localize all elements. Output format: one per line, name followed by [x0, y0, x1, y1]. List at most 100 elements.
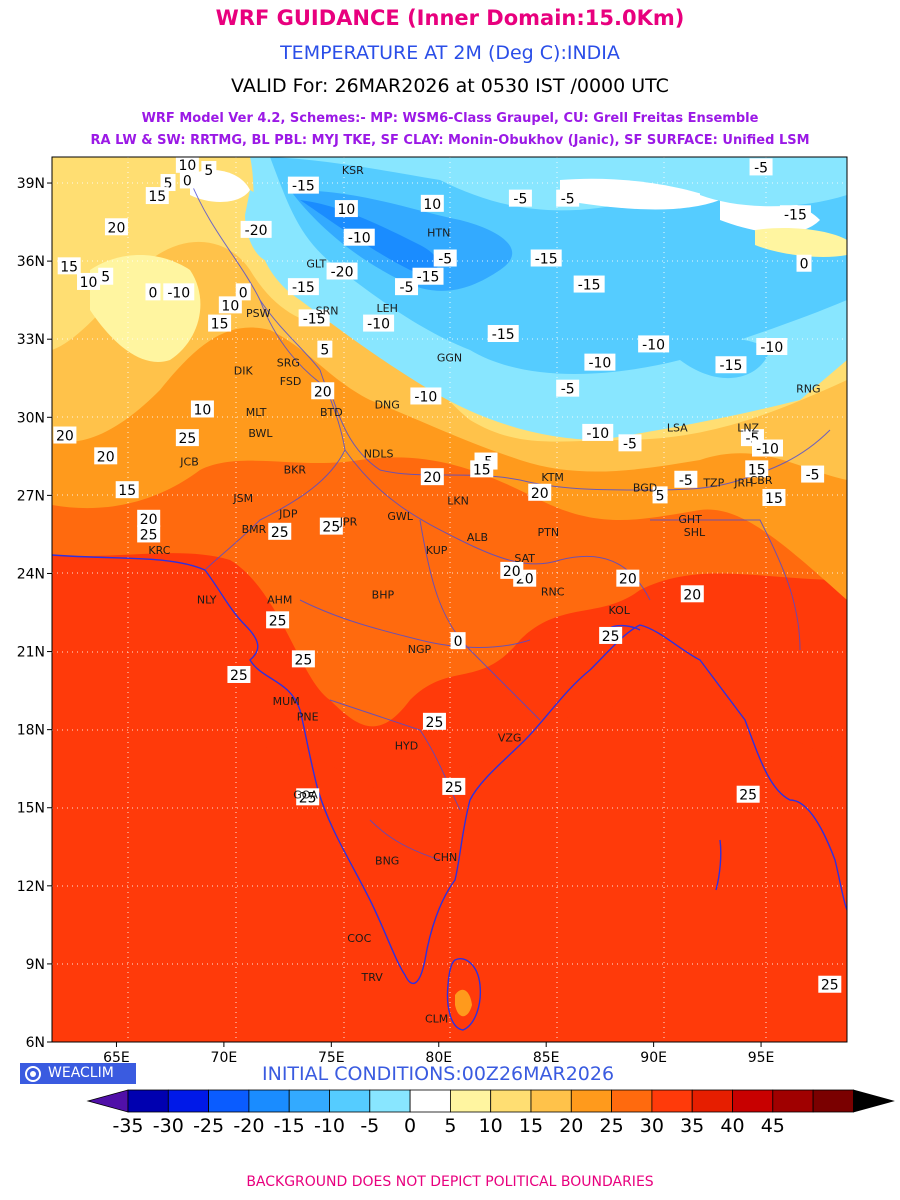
contour-label-text: -5: [438, 252, 452, 268]
contour-label: 0: [450, 632, 466, 650]
contour-label: 10: [420, 194, 444, 213]
contour-label-text: 15: [765, 491, 783, 507]
contour-label: -15: [530, 249, 562, 268]
contour-label: -5: [618, 434, 642, 452]
contour-label-box: [363, 314, 395, 332]
city-label: KSR: [342, 164, 364, 177]
legend-swatch: [732, 1089, 774, 1113]
contour-label-box: [745, 460, 769, 478]
contour-label: -20: [240, 220, 272, 239]
lat-tick-label: 6N: [26, 1035, 45, 1051]
legend-tick-label: 20: [559, 1115, 583, 1137]
city-label: COC: [347, 932, 371, 945]
city-label: LKN: [447, 495, 469, 508]
contour-label-text: 25: [140, 527, 158, 543]
city-label: RNC: [541, 586, 565, 599]
contour-label-text: 25: [294, 652, 312, 668]
contour-label-text: 10: [337, 202, 355, 218]
city-label: BNG: [375, 855, 399, 868]
contour-label-text: 15: [60, 259, 78, 275]
contour-label-box: [618, 434, 642, 452]
contour-label-box: [508, 189, 532, 207]
legend-swatch: [651, 1089, 693, 1113]
city-label: PNE: [297, 711, 319, 724]
contour-label: 25: [227, 665, 251, 684]
contour-label-box: [749, 158, 773, 176]
city-label: BHP: [372, 588, 395, 601]
lon-tick-label: 90E: [640, 1050, 667, 1066]
legend-tick-label: -30: [153, 1115, 184, 1137]
city-label: BKR: [284, 463, 307, 476]
contour-label-box: [410, 387, 442, 405]
initial-conditions: INITIAL CONDITIONS:00Z26MAR2026: [262, 1063, 615, 1085]
contour-label: -10: [343, 228, 375, 247]
model-schemes-line-1: WRF Model Ver 4.2, Schemes:- MP: WSM6-Cl…: [141, 111, 759, 126]
city-label: BGD: [633, 482, 657, 495]
legend-swatch: [490, 1089, 532, 1113]
contour-label-box: [752, 439, 783, 457]
contour-label: -5: [556, 189, 580, 208]
city-label: LSA: [667, 422, 688, 435]
contour-label: -15: [287, 278, 319, 296]
contour-label-text: 0: [183, 173, 192, 189]
contour-label: 10: [218, 296, 242, 314]
legend-swatch: [167, 1089, 210, 1113]
contour-label: -10: [756, 338, 788, 356]
city-label: JRH: [733, 476, 753, 489]
contour-label-text: -10: [756, 442, 779, 458]
contour-label: -10: [584, 353, 616, 372]
contour-label-text: -15: [578, 278, 601, 294]
contour-label: 25: [175, 429, 199, 447]
contour-label-box: [266, 611, 290, 629]
contour-label: 25: [291, 650, 315, 668]
city-label: NLY: [197, 594, 217, 607]
contour-label: 20: [53, 426, 77, 445]
city-label: PSW: [246, 307, 271, 320]
contour-label-box: [235, 283, 251, 301]
weaclim-logo: WEACLIM: [20, 1063, 136, 1084]
legend-tick-label: 30: [640, 1115, 664, 1137]
contour-label-box: [779, 205, 811, 223]
contour-label-text: 5: [101, 270, 110, 286]
contour-label: 25: [266, 611, 290, 629]
contour-label-text: 25: [269, 613, 287, 629]
contour-label-box: [190, 400, 214, 418]
city-label: DIK: [234, 364, 254, 377]
contour-label: 25: [296, 788, 320, 806]
contour-label-box: [652, 486, 668, 504]
contour-label: 15: [115, 481, 139, 499]
contour-label: 25: [599, 626, 623, 645]
color-legend: -35 -30 -25 -20 -15 -10 -5 0 5 10 15 20 25 30 35 40 45: [86, 1089, 895, 1137]
contour-label-text: 25: [178, 431, 196, 447]
contour-label-box: [77, 272, 101, 290]
contour-label-text: 15: [748, 462, 766, 478]
contour-label-box: [175, 429, 199, 447]
lat-tick-label: 9N: [26, 957, 45, 973]
contour-label-text: 20: [619, 572, 637, 588]
contour-label-box: [175, 155, 199, 173]
contour-label-text: -10: [367, 317, 390, 333]
city-label: GOA: [293, 789, 318, 802]
city-label: GHT: [678, 513, 702, 526]
contour-label-text: 20: [531, 486, 549, 502]
contour-label-box: [137, 509, 161, 527]
contour-label: 20: [500, 561, 524, 580]
lat-tick-label: 12N: [17, 879, 45, 895]
legend-tick-label: 0: [404, 1115, 416, 1137]
region-boundaries: [189, 179, 831, 861]
city-label: NGP: [408, 643, 432, 656]
contour-label: -15: [287, 176, 319, 195]
contour-label-text: 5: [204, 163, 213, 179]
contour-label: 20: [311, 382, 335, 400]
contour-label-text: 20: [108, 220, 126, 236]
contour-label-text: 25: [426, 715, 444, 731]
city-label: LNZ: [737, 422, 759, 435]
legend-swatch: [691, 1089, 733, 1113]
legend-swatch: [127, 1089, 169, 1113]
contour-label: -10: [582, 423, 614, 442]
contour-label-box: [268, 522, 292, 540]
contour-label-text: 5: [164, 176, 173, 192]
contour-label-box: [420, 468, 444, 486]
contour-label-box: [104, 218, 128, 236]
city-label: JSM: [232, 492, 253, 505]
